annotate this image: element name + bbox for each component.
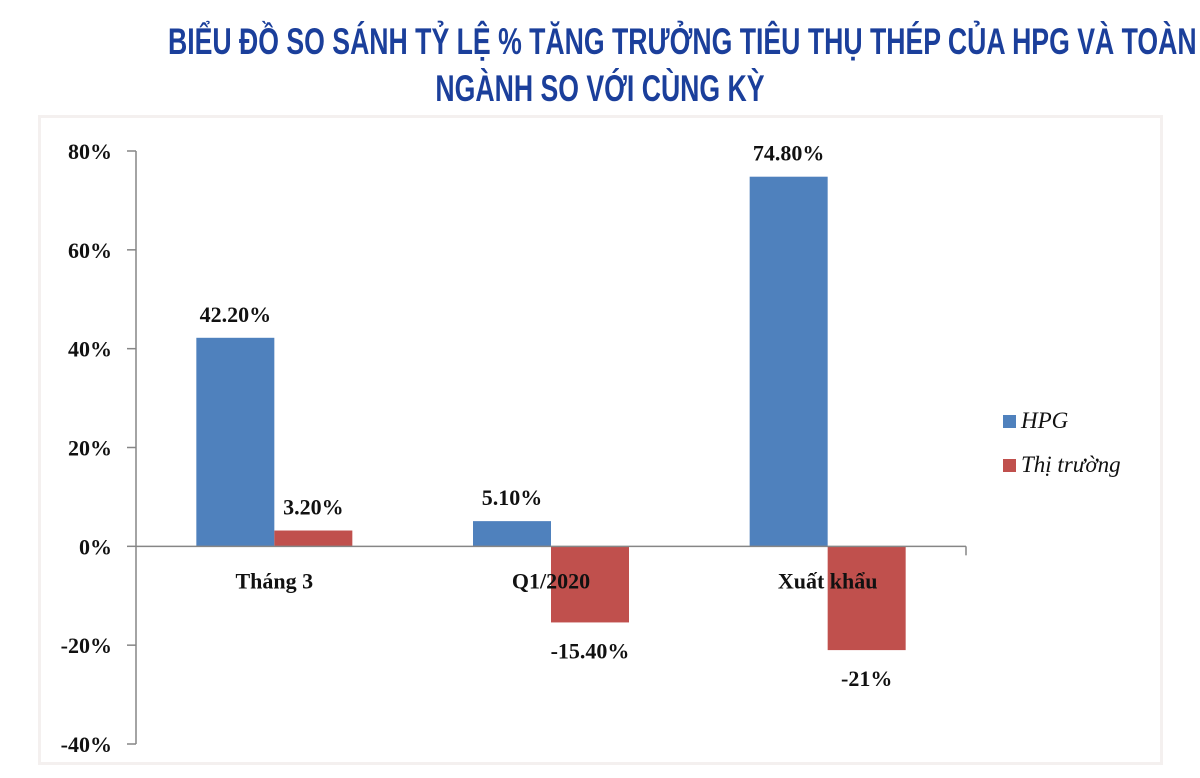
y-tick-label: -20% — [61, 633, 112, 658]
bars — [196, 176, 906, 651]
x-axis — [136, 545, 967, 556]
chart-title-line-1: BIỂU ĐỒ SO SÁNH TỶ LỆ % TĂNG TRƯỞNG TIÊU… — [167, 21, 1197, 62]
y-tick-label: 0% — [79, 534, 112, 559]
data-labels: 42.20% 3.20% Tháng 3 5.10% -15.40% Q1/2020 74.… — [200, 141, 893, 691]
y-tick-label: 40% — [68, 337, 112, 362]
bar-thị-trường — [551, 546, 629, 623]
y-axis: 80% 60% 40% 20% 0% -20% -40% — [61, 139, 137, 757]
data-label: 5.10% — [482, 485, 543, 510]
bar-hpg — [473, 521, 551, 547]
y-tick-label: 80% — [68, 139, 112, 164]
bar-hpg — [196, 337, 275, 547]
legend-label: Thị trường — [1021, 452, 1121, 477]
bar-thị-trường — [827, 546, 906, 651]
x-category-label: Q1/2020 — [512, 568, 590, 593]
y-tick-label: -40% — [61, 732, 112, 757]
x-category-label: Tháng 3 — [236, 568, 314, 593]
legend: HPG Thị trường — [1003, 408, 1121, 477]
data-label: -15.40% — [551, 638, 630, 663]
x-category-label: Xuất khẩu — [778, 568, 878, 593]
y-tick-label: 20% — [68, 436, 112, 461]
data-label: 74.80% — [753, 141, 825, 166]
legend-swatch-thi-truong — [1003, 459, 1016, 472]
bar-thị-trường — [274, 530, 353, 547]
data-label: 3.20% — [283, 495, 344, 520]
y-tick-label: 60% — [68, 238, 112, 263]
legend-swatch-hpg — [1003, 415, 1016, 428]
chart-title-line-2: NGÀNH SO VỚI CÙNG KỲ — [435, 68, 765, 109]
data-label: 42.20% — [200, 302, 272, 327]
bar-hpg — [749, 176, 828, 547]
data-label: -21% — [841, 666, 892, 691]
chart-title: BIỂU ĐỒ SO SÁNH TỶ LỆ % TĂNG TRƯỞNG TIÊU… — [0, 18, 1200, 112]
chart-frame — [38, 115, 1163, 765]
legend-label: HPG — [1020, 408, 1069, 433]
